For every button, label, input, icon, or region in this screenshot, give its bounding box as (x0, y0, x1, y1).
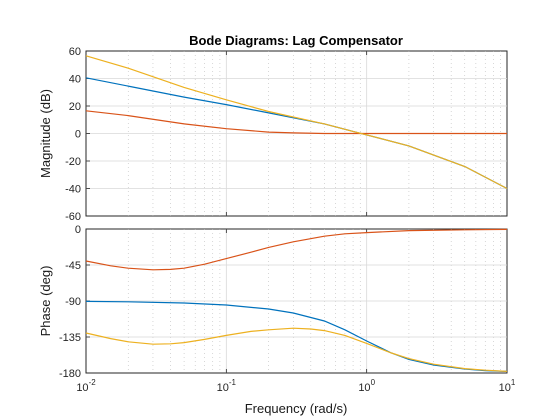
y-tick-label: 40 (69, 74, 81, 86)
x-tick-label: 100 (358, 378, 375, 394)
y-tick-label: -135 (59, 332, 81, 344)
plot-panels: 60 40 20 0 -20 -40 -60 Magnitude (dB) 0 -45 -90 -13… (38, 46, 508, 380)
y-tick-label: -60 (65, 211, 81, 223)
y-tick-label: -45 (65, 260, 81, 272)
y-tick-label: -180 (59, 368, 81, 380)
magnitude-panel: 60 40 20 0 -20 -40 -60 Magnitude (dB) (38, 46, 508, 223)
y-tick-label: 60 (69, 46, 81, 58)
x-tick-label: 101 (499, 378, 516, 394)
x-tick-label: 10-1 (217, 378, 237, 394)
phase-panel: 0 -45 -90 -135 -180 Phase (deg) (38, 224, 508, 380)
x-axis-label: Frequency (rad/s) (245, 401, 348, 416)
phase-y-axis-label: Phase (deg) (38, 266, 53, 337)
y-tick-label: -90 (65, 296, 81, 308)
y-tick-label: 0 (75, 129, 81, 141)
y-tick-label: 20 (69, 101, 81, 113)
y-tick-label: 0 (75, 224, 81, 236)
magnitude-series-line-3 (85, 55, 508, 190)
chart-title: Bode Diagrams: Lag Compensator (189, 33, 403, 48)
phase-series-line-1 (85, 228, 508, 271)
x-tick-labels: 10-2 10-1 100 101 (76, 378, 516, 394)
magnitude-y-axis-label: Magnitude (dB) (38, 89, 53, 178)
y-tick-label: -20 (65, 156, 81, 168)
magnitude-series-line-2 (85, 110, 507, 135)
x-tick-label: 10-2 (76, 378, 96, 394)
y-tick-label: -40 (65, 184, 81, 196)
phase-series-line-3 (85, 327, 508, 372)
